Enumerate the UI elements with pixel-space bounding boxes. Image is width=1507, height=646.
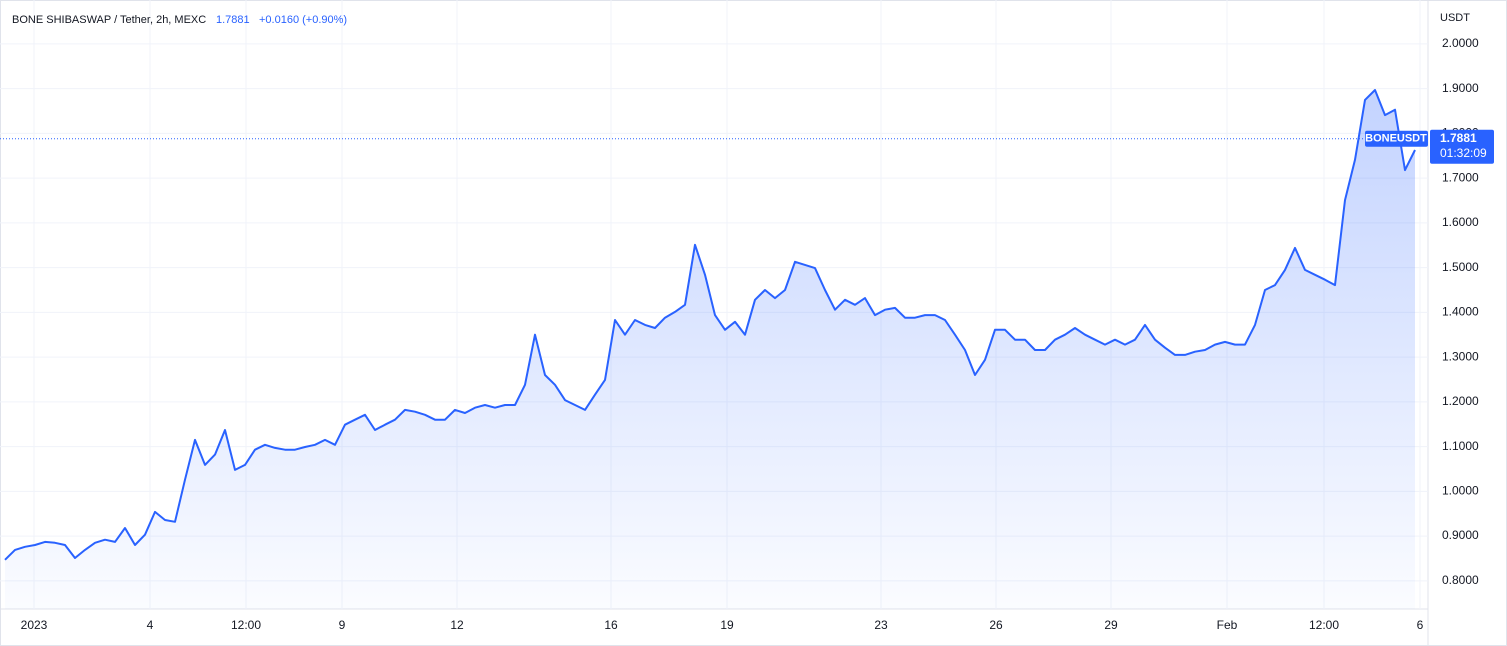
header-change: +0.0160 (+0.90%) (259, 14, 347, 26)
chart-title: BONE SHIBASWAP / Tether, 2h, MEXC (12, 14, 206, 26)
y-axis-label: USDT (1440, 12, 1470, 24)
x-tick-label: 2023 (21, 618, 48, 632)
x-tick-label: 6 (1417, 618, 1424, 632)
y-tick-label: 2.0000 (1442, 36, 1479, 50)
symbol-label-box (1365, 130, 1428, 147)
countdown-label: 01:32:09 (1440, 146, 1487, 160)
y-tick-label: 0.8000 (1442, 573, 1479, 587)
y-tick-label: 1.3000 (1442, 349, 1479, 363)
x-tick-label: 4 (147, 618, 154, 632)
y-tick-label: 1.4000 (1442, 305, 1479, 319)
x-tick-label: 12:00 (1309, 618, 1339, 632)
y-tick-label: 1.5000 (1442, 260, 1479, 274)
x-tick-label: 23 (874, 618, 888, 632)
x-tick-label: Feb (1217, 618, 1238, 632)
x-tick-label: 19 (720, 618, 734, 632)
y-tick-label: 1.2000 (1442, 394, 1479, 408)
price-label: 1.7881 (1440, 131, 1477, 145)
y-tick-label: 1.0000 (1442, 484, 1479, 498)
y-tick-label: 1.7000 (1442, 170, 1479, 184)
header-last-price: 1.7881 (216, 14, 250, 26)
x-tick-label: 12:00 (231, 618, 261, 632)
x-tick-label: 9 (339, 618, 346, 632)
area-fill (5, 90, 1415, 609)
series-name: BONEUSDT (1365, 133, 1427, 145)
price-line (4, 89, 1416, 561)
y-tick-label: 0.9000 (1442, 528, 1479, 542)
x-tick-label: 26 (989, 618, 1003, 632)
y-tick-label: 1.1000 (1442, 439, 1479, 453)
y-tick-label: 1.6000 (1442, 215, 1479, 229)
price-label-box (1430, 129, 1494, 164)
x-tick-label: 16 (604, 618, 618, 632)
x-tick-label: 12 (450, 618, 464, 632)
x-tick-label: 29 (1104, 618, 1118, 632)
y-tick-label: 1.9000 (1442, 81, 1479, 95)
